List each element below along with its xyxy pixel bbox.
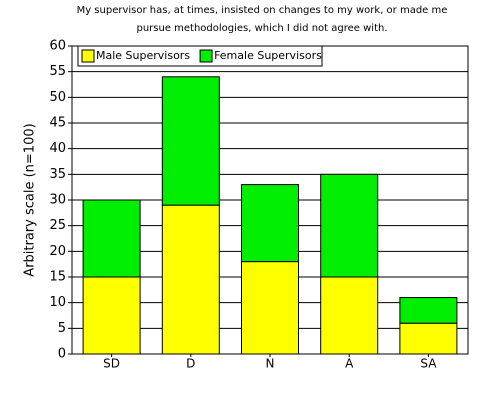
legend-label: Female Supervisors bbox=[214, 49, 322, 62]
y-tick-label: 40 bbox=[49, 141, 66, 156]
y-tick-label: 35 bbox=[49, 167, 66, 182]
legend-label: Male Supervisors bbox=[96, 49, 190, 62]
y-tick-label: 25 bbox=[49, 218, 66, 233]
y-tick-label: 15 bbox=[49, 270, 66, 285]
legend-swatch bbox=[199, 49, 213, 63]
bar-segment bbox=[320, 173, 379, 278]
bar-segment bbox=[161, 204, 220, 355]
y-tick-label: 0 bbox=[58, 347, 66, 362]
y-tick-label: 10 bbox=[49, 295, 66, 310]
y-tick-label: 60 bbox=[49, 39, 66, 54]
bar-segment bbox=[82, 276, 141, 355]
x-tick-label: A bbox=[345, 357, 354, 371]
x-tick-label: SD bbox=[103, 357, 120, 371]
y-tick-label: 30 bbox=[49, 193, 66, 208]
y-tick-label: 50 bbox=[49, 90, 66, 105]
bar-segment bbox=[320, 276, 379, 355]
bar-segment bbox=[399, 297, 458, 324]
x-tick-label: SA bbox=[420, 357, 437, 371]
y-tick-label: 55 bbox=[49, 64, 66, 79]
x-tick-label: N bbox=[266, 357, 275, 371]
legend-swatch bbox=[81, 49, 95, 63]
bar-segment bbox=[399, 322, 458, 355]
bar-segment bbox=[161, 76, 220, 206]
y-tick-label: 5 bbox=[58, 321, 66, 336]
bar-segment bbox=[241, 184, 299, 263]
chart-title: pursue methodologies, which I did not ag… bbox=[136, 23, 387, 34]
y-tick-label: 20 bbox=[49, 244, 66, 259]
y-axis-label: Arbitrary scale (n=100) bbox=[23, 123, 38, 276]
y-tick-label: 45 bbox=[49, 116, 66, 131]
bar-segment bbox=[82, 199, 141, 278]
chart-title: My supervisor has, at times, insisted on… bbox=[77, 5, 448, 16]
bar-segment bbox=[241, 261, 299, 355]
x-tick-label: D bbox=[186, 357, 195, 371]
